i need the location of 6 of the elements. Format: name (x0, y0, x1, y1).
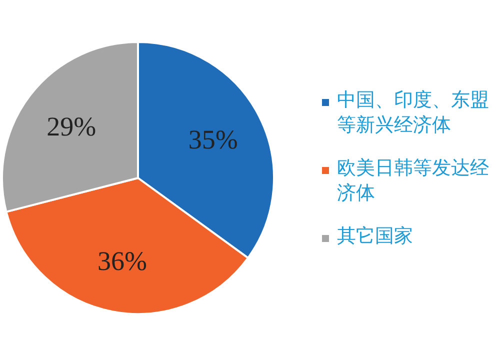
data-label: 29% (46, 111, 96, 142)
data-label: 36% (97, 246, 147, 276)
legend-label: 其它国家 (337, 225, 413, 247)
legend-label: 中国、印度、东盟等新兴经济体 (337, 89, 489, 136)
data-label: 35% (188, 124, 238, 155)
legend-label: 欧美日韩等发达经济体 (337, 157, 489, 204)
